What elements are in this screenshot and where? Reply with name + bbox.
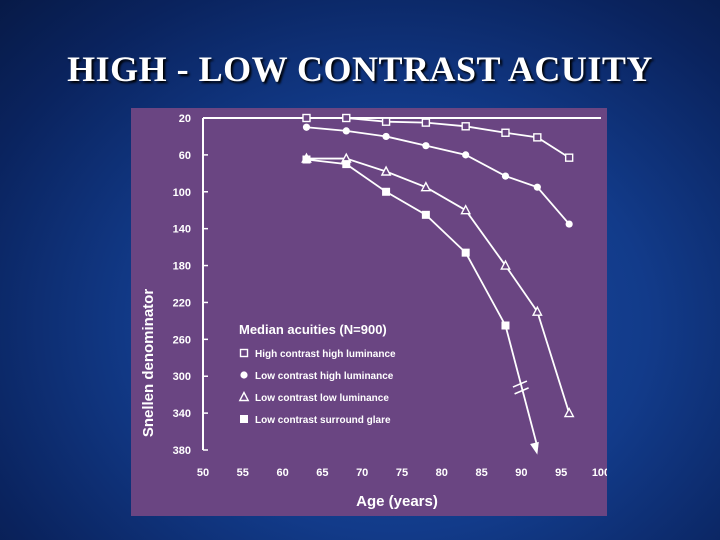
- y-tick-label: 60: [179, 150, 191, 162]
- legend-title: Median acuities (N=900): [239, 322, 387, 337]
- series-4: [302, 155, 539, 455]
- marker-filled-circle-point: [462, 151, 470, 159]
- marker-filled-square-point: [342, 160, 351, 169]
- chart-background: [131, 108, 607, 516]
- marker-open-triangle-legend: [238, 390, 250, 402]
- legend-entry: Low contrast surround glare: [255, 415, 391, 426]
- acuity-line-chart: 20 60 100 140 180 220 260 300 340 380 50 55 60 65 70 75…: [131, 108, 607, 516]
- series-line: [306, 117, 570, 159]
- y-tick-label: 380: [173, 445, 191, 457]
- y-tick-label: 340: [173, 408, 191, 420]
- x-tick-label: 70: [356, 467, 368, 479]
- y-tick-label: 140: [173, 224, 191, 236]
- marker-filled-square-point: [421, 210, 430, 219]
- x-tick-label: 65: [316, 467, 328, 479]
- x-tick-label: 100: [592, 467, 607, 479]
- series-line: [306, 157, 571, 414]
- marker-filled-square-point: [461, 248, 470, 257]
- marker-open-triangle-point: [460, 204, 472, 215]
- legend-entry: High contrast high luminance: [255, 349, 396, 360]
- marker-open-square-point: [381, 117, 391, 126]
- marker-filled-square-point: [382, 187, 391, 196]
- y-tick-label: 100: [173, 187, 191, 199]
- x-tick-label: 90: [515, 467, 527, 479]
- marker-open-square-point: [564, 153, 574, 162]
- y-tick-label: 180: [173, 261, 191, 273]
- series-line-extension: [504, 325, 539, 447]
- x-tick-label: 60: [276, 467, 288, 479]
- x-tick-label: 55: [237, 467, 249, 479]
- marker-open-square-legend: [239, 348, 249, 358]
- marker-open-square-point: [342, 113, 351, 123]
- marker-filled-circle-point: [302, 123, 311, 131]
- marker-open-triangle-point: [420, 181, 432, 192]
- marker-open-square-point: [533, 133, 542, 142]
- legend-entry: Low contrast high luminance: [255, 371, 394, 382]
- marker-filled-circle-legend: [240, 371, 248, 379]
- series-line: [306, 158, 507, 326]
- marker-open-square-point: [501, 128, 510, 137]
- x-tick-label: 85: [475, 467, 487, 479]
- marker-filled-circle-point: [565, 220, 573, 228]
- marker-filled-circle-point: [342, 127, 350, 135]
- marker-filled-square-point: [302, 155, 311, 164]
- x-tick-label: 50: [197, 467, 209, 479]
- marker-filled-circle-point: [533, 183, 541, 191]
- marker-open-square-point: [302, 113, 311, 123]
- arrowhead: [530, 441, 539, 455]
- break-slash: [512, 380, 528, 388]
- slide-title: HIGH - LOW CONTRAST ACUITY: [67, 49, 653, 89]
- marker-open-square-point: [461, 122, 470, 131]
- x-tick-label: 75: [396, 467, 408, 479]
- marker-filled-circle-point: [422, 142, 430, 150]
- marker-open-triangle-point: [563, 407, 575, 418]
- marker-filled-square-point: [501, 321, 510, 330]
- series-line: [306, 126, 570, 225]
- x-tick-label: 80: [436, 467, 448, 479]
- y-axis-label: Snellen denominator: [140, 289, 157, 438]
- y-tick-label: 20: [179, 113, 191, 125]
- marker-filled-square-legend: [240, 415, 248, 423]
- y-tick-label: 260: [173, 334, 191, 346]
- x-axis-label: Age (years): [356, 493, 438, 510]
- x-tick-label: 95: [555, 467, 567, 479]
- legend-entry: Low contrast low luminance: [255, 393, 389, 404]
- marker-filled-circle-point: [382, 132, 390, 141]
- chart-panel: 20 60 100 140 180 220 260 300 340 380 50 55 60 65 70 75…: [131, 108, 607, 516]
- break-slash: [514, 387, 529, 395]
- series-2: [302, 123, 573, 228]
- marker-open-square-point: [421, 118, 431, 127]
- marker-open-triangle-point: [531, 305, 543, 316]
- marker-open-triangle-point: [500, 259, 511, 270]
- y-tick-label: 300: [173, 371, 191, 383]
- marker-open-triangle-point: [380, 165, 392, 176]
- y-tick-label: 220: [173, 297, 191, 309]
- series-1: [302, 113, 574, 162]
- marker-filled-circle-point: [501, 172, 510, 180]
